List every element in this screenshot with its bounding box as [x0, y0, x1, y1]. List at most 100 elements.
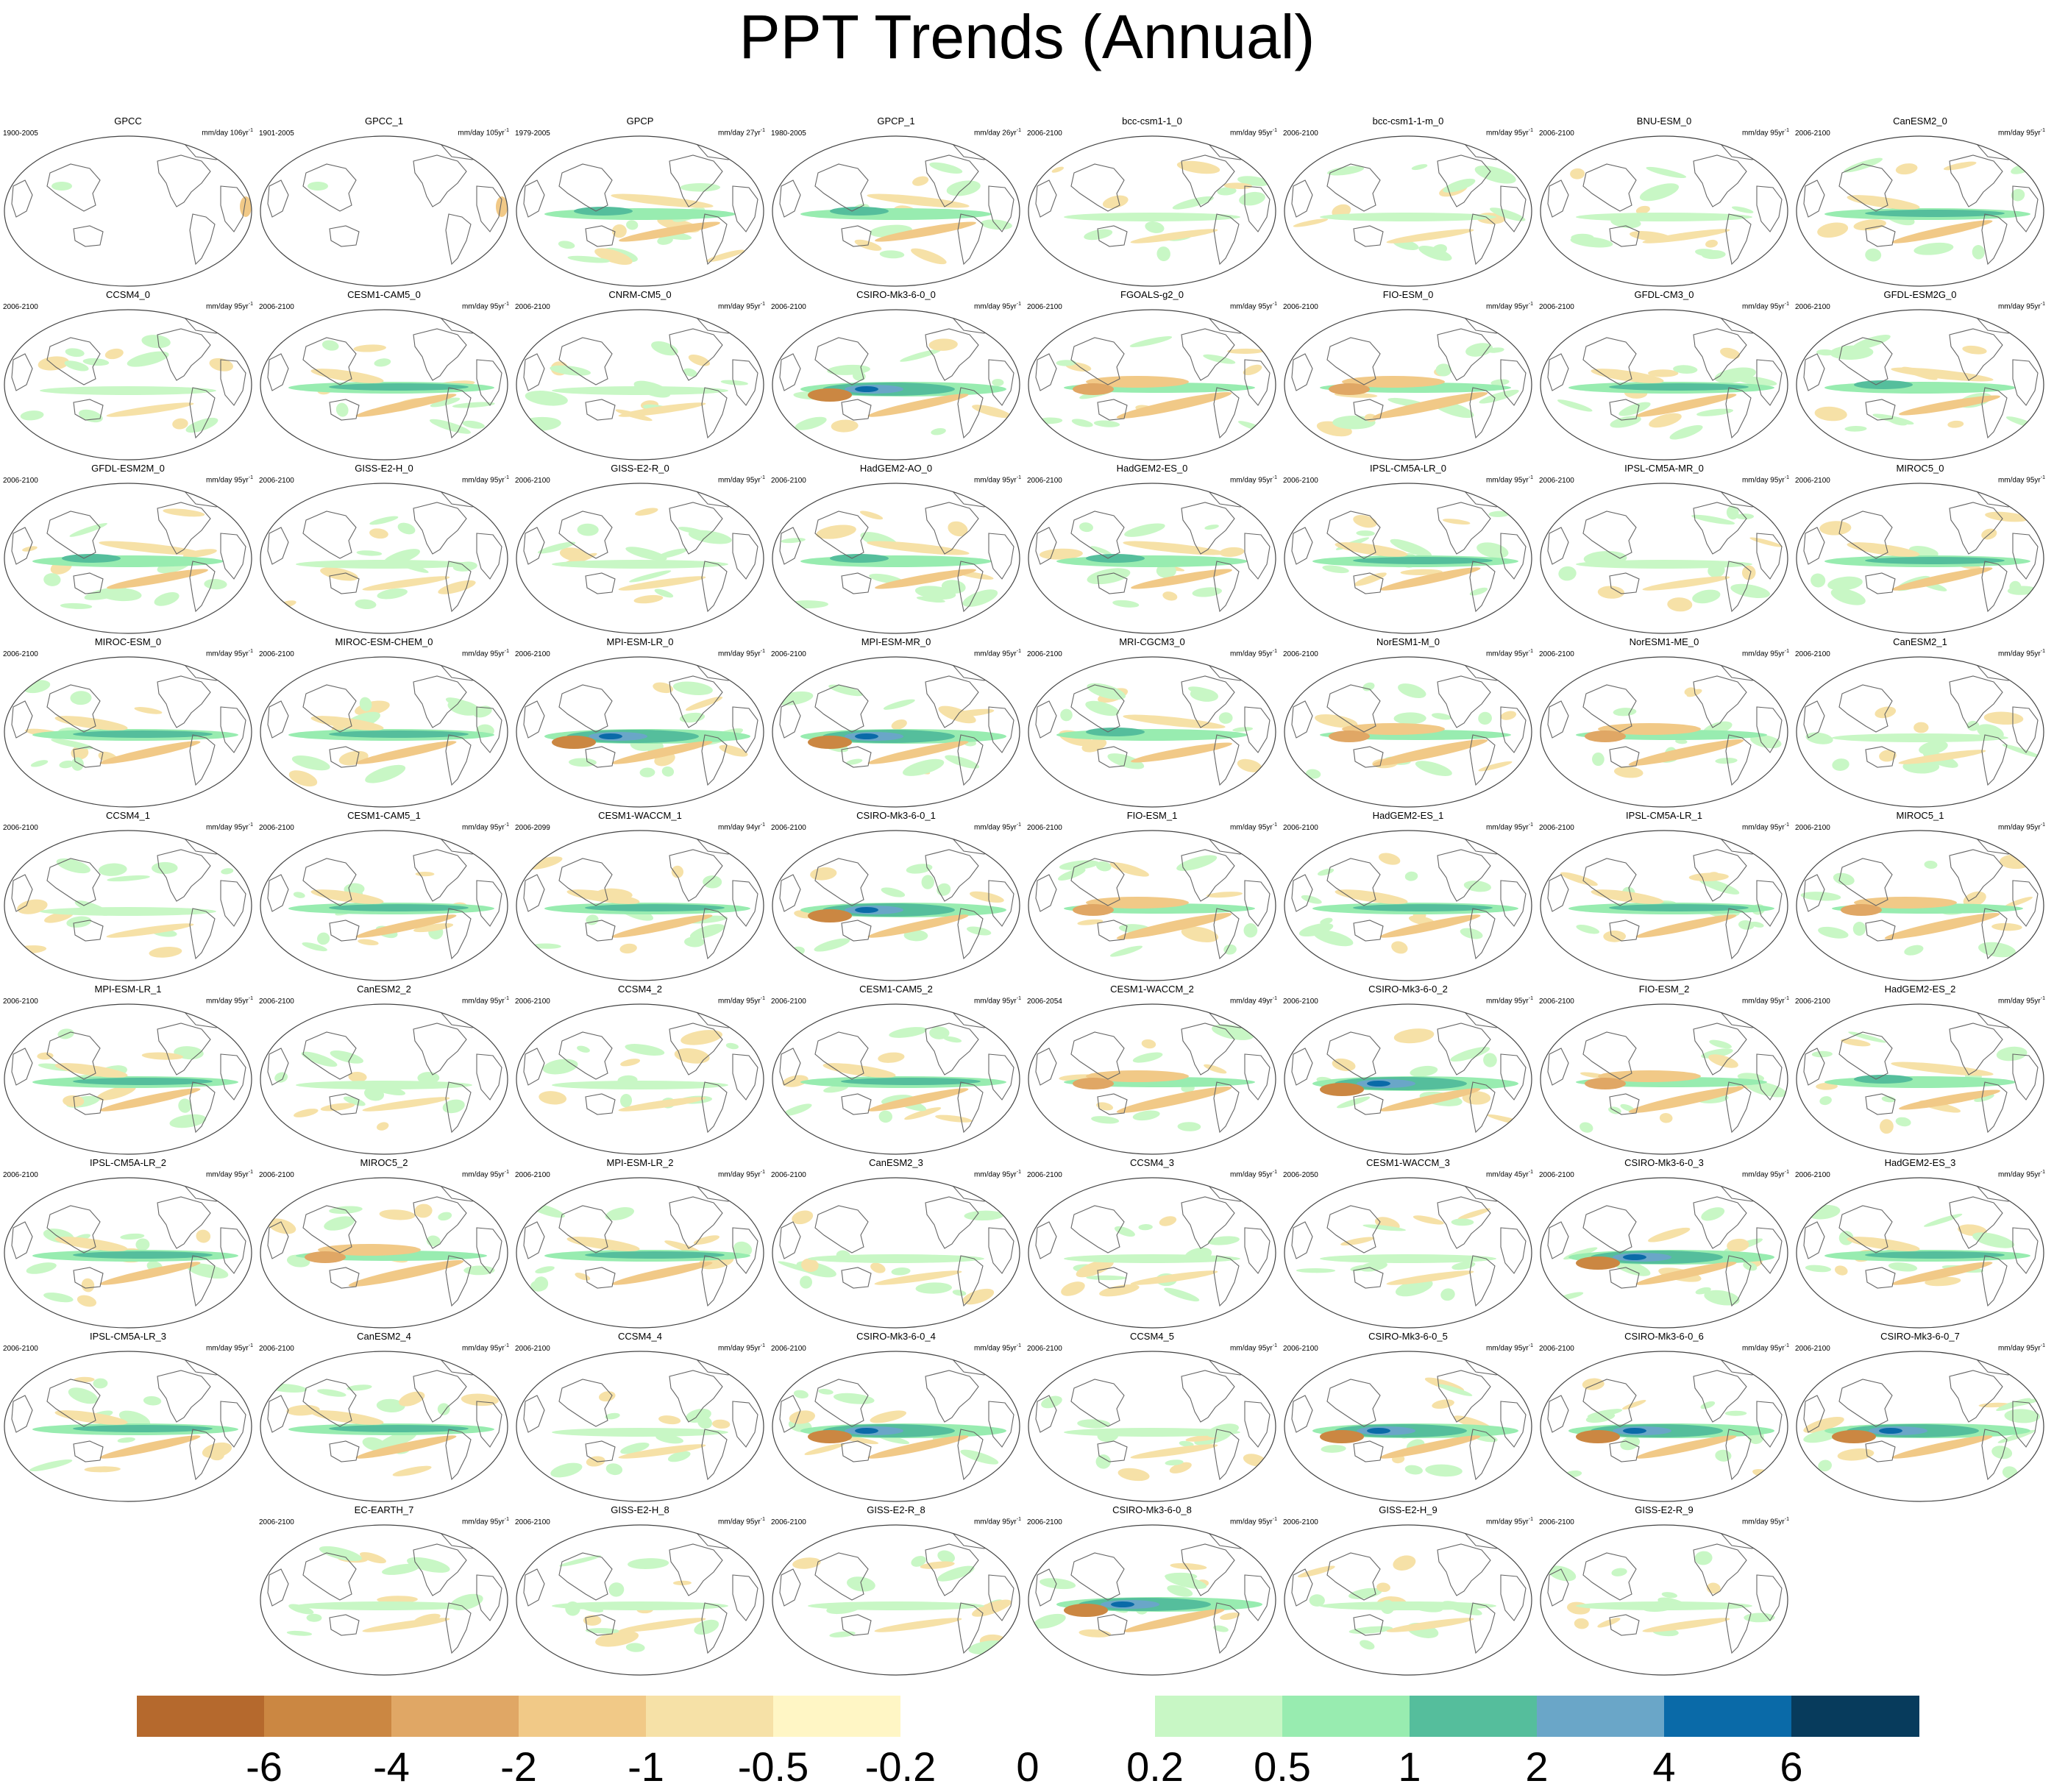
precipitation-shading [772, 310, 1020, 460]
coastline [1756, 1227, 1783, 1274]
panel-units: mm/day 95yr-1 [206, 647, 253, 658]
panel-units-text: mm/day 95yr [1741, 823, 1785, 832]
coastline [585, 1093, 616, 1115]
colorbar-tick-label: -0.5 [737, 1743, 809, 1790]
units-exponent: -1 [504, 1170, 509, 1175]
coastline [585, 920, 616, 942]
coastline [558, 1552, 613, 1601]
coastline [669, 1196, 723, 1249]
map-panel: CCSM4_2 2006-2100 mm/day 95yr-1 [512, 984, 768, 1157]
precipitation-shading [1284, 1525, 1532, 1675]
map-panel: CNRM-CM5_0 2006-2100 mm/day 95yr-1 [512, 289, 768, 463]
coastline [1838, 511, 1893, 559]
coastline [732, 185, 758, 232]
panel-period: 1979-2005 [515, 129, 550, 138]
coastline [476, 533, 502, 580]
coastline [732, 706, 758, 753]
map-panel: FIO-ESM_0 2006-2100 mm/day 95yr-1 [1280, 289, 1536, 463]
colorbar-tick-label: 0 [1016, 1743, 1040, 1790]
coastline [189, 1429, 216, 1481]
coastline [189, 1081, 216, 1134]
coastline [329, 572, 360, 594]
trend-map [1796, 1003, 2044, 1155]
map-panel: CSIRO-Mk3-6-0_7 2006-2100 mm/day 95yr-1 [1792, 1331, 2048, 1504]
panel-period: 2006-2100 [1539, 1518, 1574, 1526]
trend-map [1028, 830, 1276, 981]
units-exponent: -1 [1784, 822, 1789, 828]
trend-map [772, 830, 1020, 981]
coastline [957, 561, 984, 613]
coastline [1949, 849, 2003, 902]
panel-period: 2006-2099 [515, 824, 550, 832]
panel-period: 2006-2100 [1539, 998, 1574, 1006]
coastline [267, 179, 289, 218]
map-panel: HadGEM2-AO_0 2006-2100 mm/day 95yr-1 [768, 463, 1024, 636]
coastline [1181, 849, 1235, 902]
panel-units: mm/day 45yr-1 [1486, 1168, 1533, 1178]
units-exponent: -1 [760, 649, 765, 654]
panel-title: GISS-E2-H_9 [1379, 1504, 1438, 1515]
coastline [1291, 1568, 1313, 1607]
panel-units-text: mm/day 95yr [461, 1170, 505, 1179]
trend-map [4, 135, 252, 287]
units-exponent: -1 [248, 649, 253, 654]
colorbar-tick-label: -4 [373, 1743, 410, 1790]
panel-units: mm/day 95yr-1 [1486, 647, 1533, 658]
panel-title: IPSL-CM5A-LR_1 [1625, 810, 1703, 821]
panel-units-text: mm/day 95yr [973, 476, 1017, 485]
panel-period: 2006-2100 [3, 824, 38, 832]
map-frame [4, 1177, 252, 1329]
coastline [220, 185, 246, 232]
precipitation-shading [1284, 657, 1532, 807]
coastline [1326, 1205, 1381, 1254]
map-panel: MIROC5_2 2006-2100 mm/day 95yr-1 [256, 1157, 512, 1331]
panel-units: mm/day 95yr-1 [1486, 1342, 1533, 1352]
coastline [1838, 163, 1893, 212]
coastline [523, 874, 545, 912]
coastline [476, 1053, 502, 1101]
coastline [1756, 706, 1783, 753]
colorbar-tick-label: -0.2 [864, 1743, 937, 1790]
coastline [1949, 328, 2003, 381]
panel-period: 2006-2100 [259, 1518, 294, 1526]
panel-units-text: mm/day 95yr [973, 302, 1017, 311]
panel-title: HadGEM2-AO_0 [859, 463, 933, 474]
coastline [669, 154, 723, 207]
map-panel: CCSM4_5 2006-2100 mm/day 95yr-1 [1024, 1331, 1280, 1504]
coastline [957, 213, 984, 266]
coastline [1353, 399, 1384, 421]
coastline [988, 1574, 1014, 1621]
map-panel: GFDL-ESM2M_0 2006-2100 mm/day 95yr-1 [0, 463, 256, 636]
panel-units: mm/day 95yr-1 [1742, 1168, 1789, 1178]
panel-period: 2006-2100 [1539, 129, 1574, 138]
coastline [925, 1543, 979, 1596]
coastline [2012, 359, 2039, 406]
colorbar-swatch [137, 1696, 265, 1737]
map-frame [1028, 135, 1276, 287]
coastline [1803, 353, 1825, 391]
coastline [925, 328, 979, 381]
coastline [585, 399, 616, 421]
panel-units: mm/day 95yr-1 [1230, 1342, 1277, 1352]
coastline [523, 353, 545, 391]
colorbar-swatch [900, 1696, 1028, 1737]
colorbar-tick-label: 0.2 [1126, 1743, 1184, 1790]
precipitation-shading [260, 1004, 508, 1154]
coastline [1838, 1205, 1893, 1254]
map-frame [260, 135, 508, 287]
coastline [189, 734, 216, 786]
map-frame [1540, 1351, 1788, 1502]
coastline [1949, 675, 2003, 728]
colorbar-swatch [519, 1696, 647, 1737]
coastline [1693, 1196, 1747, 1249]
map-panel: CESM1-WACCM_3 2006-2050 mm/day 45yr-1 [1280, 1157, 1536, 1331]
panel-period: 1901-2005 [259, 129, 294, 138]
panel-title: HadGEM2-ES_2 [1884, 984, 1956, 995]
map-panel: GPCC_1 1901-2005 mm/day 105yr-1 [256, 115, 512, 289]
panel-units-text: mm/day 95yr [1485, 650, 1529, 658]
coastline [1291, 700, 1313, 739]
precipitation-shading [260, 483, 508, 633]
coastline [1981, 1429, 2008, 1481]
coastline [1838, 684, 1893, 733]
panel-period: 2006-2100 [3, 1345, 38, 1353]
